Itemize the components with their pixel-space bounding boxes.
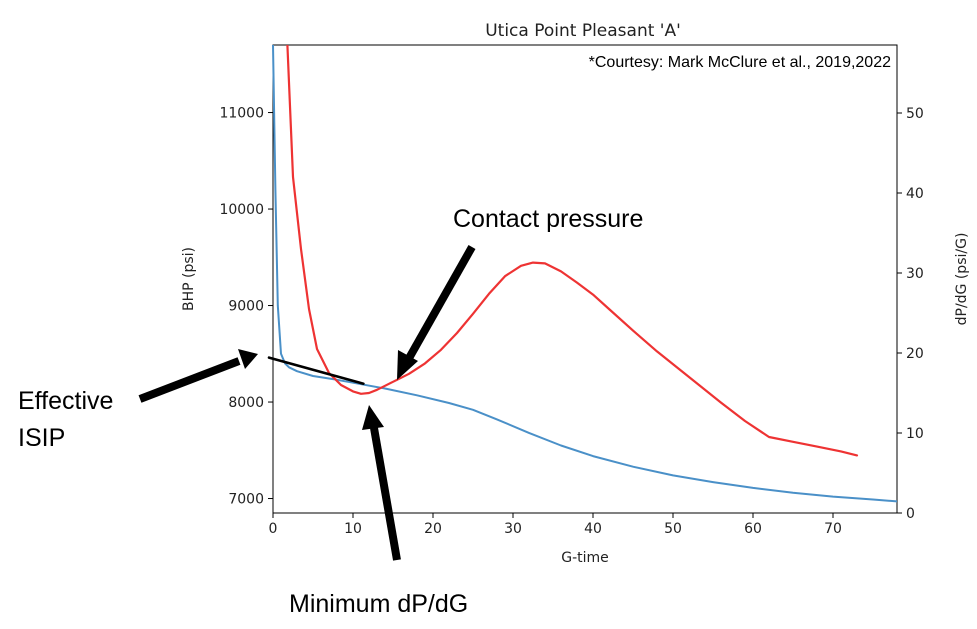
annotation-effective-isip-line2: ISIP bbox=[18, 424, 65, 452]
y2-tick-label-2: 20 bbox=[906, 346, 924, 362]
x-tick-label-4: 40 bbox=[584, 521, 602, 537]
annotation-contact-pressure: Contact pressure bbox=[453, 205, 643, 233]
y-axis-ticks: 7000 8000 9000 10000 11000 bbox=[219, 106, 273, 508]
series-group bbox=[267, 45, 897, 503]
y2-axis-ticks: 0 10 20 30 40 50 bbox=[897, 106, 924, 522]
x-tick-label-3: 30 bbox=[504, 521, 522, 537]
y-tick-label-2: 9000 bbox=[228, 299, 264, 315]
arrow-effective-isip bbox=[138, 349, 258, 403]
x-tick-label-5: 50 bbox=[664, 521, 682, 537]
series-dpdg-line bbox=[286, 45, 859, 457]
y-tick-label-3: 10000 bbox=[219, 202, 264, 218]
y2-axis-label: dP/dG (psi/G) bbox=[954, 233, 970, 326]
series-isip-tangent-line bbox=[267, 356, 365, 386]
y-tick-label-0: 7000 bbox=[228, 492, 264, 508]
plot-frame bbox=[272, 44, 898, 514]
x-tick-label-7: 70 bbox=[824, 521, 842, 537]
x-tick-label-1: 10 bbox=[344, 521, 362, 537]
y-tick-label-4: 11000 bbox=[219, 106, 264, 122]
y2-tick-label-4: 40 bbox=[906, 186, 924, 202]
annotation-minimum-dpdg: Minimum dP/dG bbox=[289, 590, 468, 618]
arrow-minimum-dpdg bbox=[362, 405, 401, 561]
x-axis-ticks: 0 10 20 30 40 50 60 70 bbox=[269, 513, 842, 537]
y-axis-label: BHP (psi) bbox=[181, 247, 197, 311]
series-bhp-line bbox=[272, 45, 897, 503]
courtesy-note: *Courtesy: Mark McClure et al., 2019,202… bbox=[589, 54, 891, 71]
x-tick-label-2: 20 bbox=[424, 521, 442, 537]
x-tick-label-6: 60 bbox=[744, 521, 762, 537]
y2-tick-label-5: 50 bbox=[906, 106, 924, 122]
x-tick-label-0: 0 bbox=[269, 521, 278, 537]
y2-tick-label-3: 30 bbox=[906, 266, 924, 282]
arrow-contact-pressure bbox=[397, 245, 476, 380]
y2-tick-label-0: 0 bbox=[906, 506, 915, 522]
chart-title: Utica Point Pleasant 'A' bbox=[485, 21, 681, 41]
x-axis-label: G-time bbox=[561, 550, 609, 566]
y-tick-label-1: 8000 bbox=[228, 395, 264, 411]
y2-tick-label-1: 10 bbox=[906, 426, 924, 442]
annotation-effective-isip-line1: Effective bbox=[18, 387, 113, 415]
